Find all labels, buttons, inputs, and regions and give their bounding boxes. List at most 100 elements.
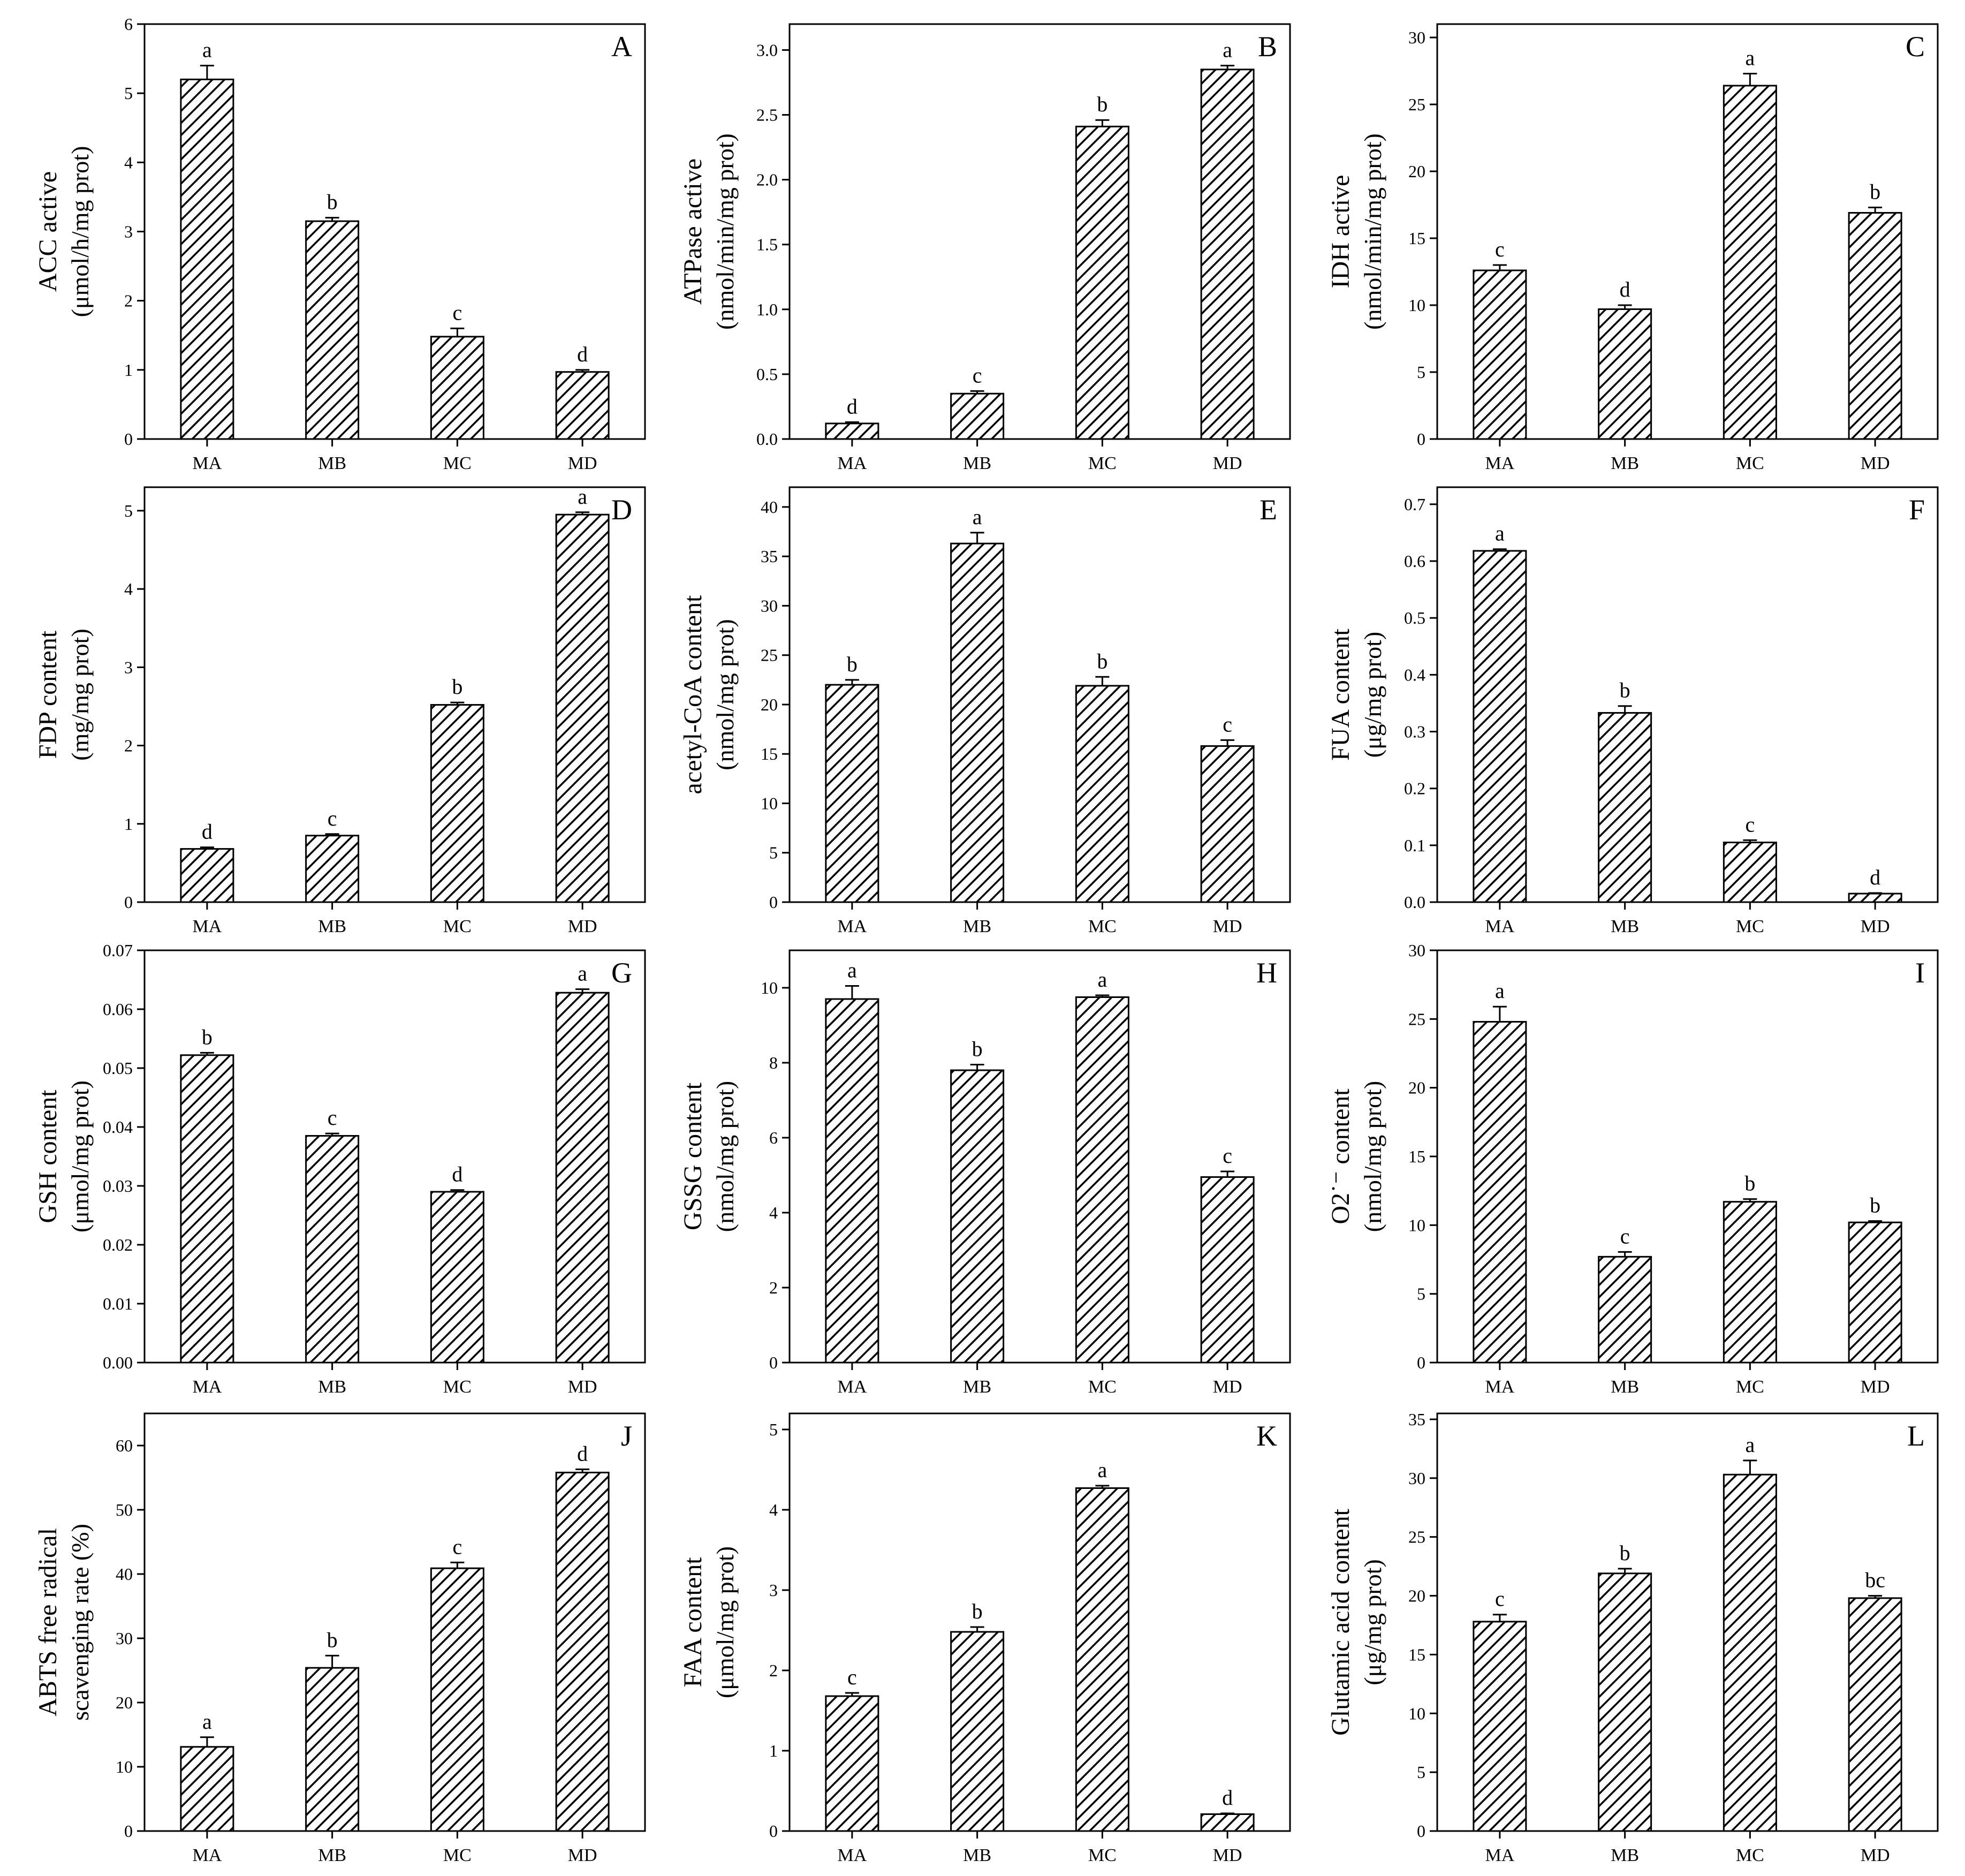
y-axis-label: FDP content xyxy=(34,630,62,759)
y-tick-label: 0.0 xyxy=(1404,892,1425,912)
panel-j: 0 10 20 30 40 50 60 a MA b MB c MC d MD J ABTS free radi… xyxy=(34,1412,646,1865)
y-tick-label: 0 xyxy=(769,892,778,912)
bar-md xyxy=(555,371,610,440)
panel-e: 0 5 10 15 20 25 30 35 40 b MA a MB b MC c MD Eacetyl-CoA … xyxy=(679,486,1291,936)
y-axis-unit-label: (nmol/mg prot) xyxy=(1359,1081,1386,1232)
panel-letter: C xyxy=(1906,31,1925,63)
y-tick-label: 30 xyxy=(116,1629,133,1648)
bar-mb xyxy=(950,542,1005,903)
significance-letter: b xyxy=(1097,92,1107,116)
x-tick-label: MB xyxy=(318,1377,346,1397)
y-tick-label: 0.07 xyxy=(103,941,133,960)
significance-letter: a xyxy=(1745,46,1755,70)
x-tick-label: MC xyxy=(1736,917,1764,936)
significance-letter: a xyxy=(202,38,212,62)
y-axis-label: ABTS free radical xyxy=(34,1528,62,1716)
panel-c: 0 5 10 15 20 25 30 c MA d MB a MC b MD C IDH active (nmol… xyxy=(1326,23,1939,473)
y-axis-label: IDH active xyxy=(1326,175,1355,289)
significance-letter: b xyxy=(452,675,462,699)
y-tick-label: 0 xyxy=(1417,429,1425,449)
y-tick-label: 0.03 xyxy=(103,1176,133,1196)
y-axis-label: O2˙⁻ content xyxy=(1326,1088,1355,1224)
y-axis-label: ATPase active xyxy=(679,158,707,305)
x-tick-label: MD xyxy=(1861,1845,1890,1865)
significance-letter: a xyxy=(578,962,587,986)
bar-md xyxy=(1848,212,1902,440)
x-tick-label: MC xyxy=(1736,1845,1764,1865)
y-tick-label: 15 xyxy=(1408,229,1425,248)
significance-letter: b xyxy=(1744,1171,1755,1196)
significance-letter: c xyxy=(973,363,982,387)
panel-i: 0 5 10 15 20 25 30 a MA c MB b MC b MD I O2˙⁻ content (nm… xyxy=(1326,941,1939,1397)
y-tick-label: 0.05 xyxy=(103,1058,133,1078)
significance-letter: b xyxy=(327,190,338,214)
significance-letter: b xyxy=(1870,180,1880,204)
y-axis-unit-label: (mg/mg prot) xyxy=(66,629,94,761)
y-tick-label: 1.0 xyxy=(756,300,778,319)
x-tick-label: MA xyxy=(837,1377,867,1397)
y-tick-label: 15 xyxy=(1408,1645,1425,1664)
y-tick-label: 0.02 xyxy=(103,1235,133,1254)
y-tick-label: 10 xyxy=(1408,1704,1425,1723)
y-tick-label: 50 xyxy=(116,1500,133,1519)
x-tick-label: MA xyxy=(1485,917,1514,936)
bar-ma xyxy=(180,1054,234,1364)
panel-letter: D xyxy=(611,494,632,526)
x-tick-label: MD xyxy=(1861,1377,1890,1397)
significance-letter: d xyxy=(202,820,213,844)
significance-letter: b xyxy=(1097,649,1107,673)
bar-mc xyxy=(430,1567,484,1832)
significance-letter: a xyxy=(202,1709,212,1734)
plot-frame xyxy=(1436,23,1939,440)
significance-letter: d xyxy=(1870,865,1880,889)
panel-d: 0 1 2 3 4 5 d MA c MB b MC a MD D FDP content (mg/mg pro… xyxy=(34,485,646,936)
significance-letter: a xyxy=(578,485,587,509)
x-tick-label: MB xyxy=(1611,1845,1639,1865)
bar-mc xyxy=(1723,1473,1777,1832)
y-axis-unit-label: (μmol/mg prot) xyxy=(711,1546,739,1698)
y-tick-label: 25 xyxy=(1408,1009,1425,1028)
x-tick-label: MD xyxy=(1213,1377,1242,1397)
y-tick-label: 4 xyxy=(769,1203,778,1222)
y-tick-label: 2 xyxy=(124,736,133,755)
y-tick-label: 1 xyxy=(124,360,133,380)
panel-g: 0.00 0.01 0.02 0.03 0.04 0.05 0.06 0.07 b MA c MB d M… xyxy=(34,941,646,1397)
significance-letter: d xyxy=(577,342,588,366)
bar-md xyxy=(1848,1597,1902,1832)
y-tick-label: 25 xyxy=(761,646,778,665)
significance-letter: c xyxy=(328,806,337,830)
bar-ma xyxy=(180,1746,234,1832)
x-tick-label: MC xyxy=(443,917,472,936)
y-tick-label: 0.4 xyxy=(1404,665,1425,684)
panel-k: 0 1 2 3 4 5 c MA b MB a MC d MD K FAA content (μmol/mg p… xyxy=(679,1412,1291,1865)
panel-letter: H xyxy=(1256,957,1277,989)
bar-mc xyxy=(430,704,484,903)
y-tick-label: 5 xyxy=(1417,1762,1425,1782)
bar-mb xyxy=(950,1631,1005,1832)
bar-mb xyxy=(950,392,1005,440)
panel-h: 0 2 4 6 8 10 a MA b MB a MC c MD H GSSG content (nmol/mg… xyxy=(679,949,1291,1397)
bar-ma xyxy=(825,422,879,440)
x-tick-label: MD xyxy=(568,453,597,473)
y-axis-label: Glutamic acid content xyxy=(1326,1508,1355,1736)
panel-letter: G xyxy=(611,957,632,989)
y-tick-label: 25 xyxy=(1408,95,1425,114)
panel-f: 0.0 0.1 0.2 0.3 0.4 0.5 0.6 0.7 a MA b MB c MC d MD F FUA… xyxy=(1326,486,1939,936)
bar-mc xyxy=(1723,842,1777,903)
plot-frame xyxy=(1436,1412,1939,1832)
x-tick-label: MD xyxy=(1213,453,1242,473)
x-tick-label: MD xyxy=(1861,453,1890,473)
y-tick-label: 40 xyxy=(116,1564,133,1584)
bar-mb xyxy=(1598,712,1652,903)
y-tick-label: 2 xyxy=(769,1278,778,1297)
y-axis-unit-label: (nmol/min/mg prot) xyxy=(1359,133,1386,330)
significance-letter: d xyxy=(847,395,858,419)
bar-md xyxy=(1200,1813,1255,1832)
bar-ma xyxy=(1473,1621,1527,1832)
x-tick-label: MB xyxy=(1611,917,1639,936)
significance-letter: a xyxy=(1097,967,1107,992)
bar-mc xyxy=(1075,996,1129,1364)
y-tick-label: 5 xyxy=(1417,1284,1425,1304)
y-tick-label: 0.5 xyxy=(756,365,778,384)
bar-mc xyxy=(1075,685,1129,903)
